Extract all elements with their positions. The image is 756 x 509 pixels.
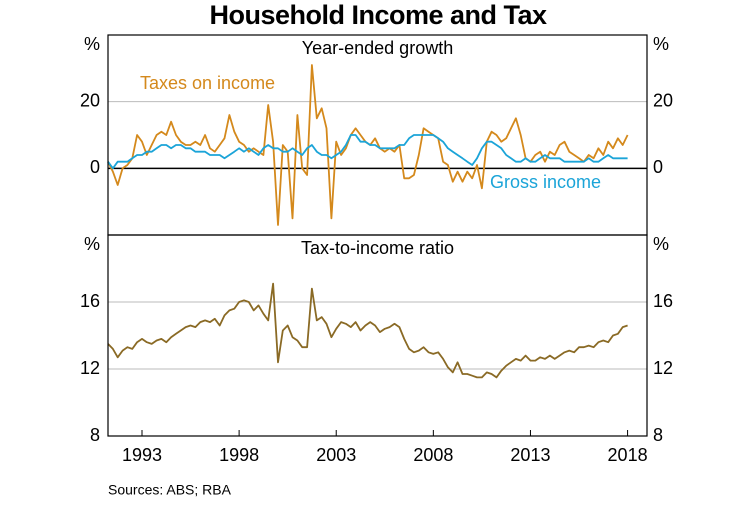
data-line xyxy=(107,282,628,379)
y-tick-label-right: 0 xyxy=(653,157,663,177)
y-tick-label-right: 16 xyxy=(653,291,673,311)
series-label: Taxes on income xyxy=(140,73,275,93)
series-label: Gross income xyxy=(490,172,601,192)
y-unit: % xyxy=(84,34,100,54)
y-unit-right: % xyxy=(653,234,669,254)
panel-title: Year-ended growth xyxy=(302,38,453,58)
y-tick-label: 8 xyxy=(90,425,100,445)
chart-title: Household Income and Tax xyxy=(209,0,547,30)
source-note: Sources: ABS; RBA xyxy=(108,482,232,498)
y-unit: % xyxy=(84,234,100,254)
plot-frame xyxy=(107,34,648,236)
plot-frame xyxy=(107,234,648,437)
y-tick-label: 12 xyxy=(80,358,100,378)
y-tick-label: 20 xyxy=(80,90,100,110)
x-tick-label: 2013 xyxy=(510,445,550,465)
y-tick-label-right: 12 xyxy=(653,358,673,378)
panel-title: Tax-to-income ratio xyxy=(301,238,454,258)
x-tick-label: 2008 xyxy=(413,445,453,465)
x-tick-label: 2003 xyxy=(316,445,356,465)
x-tick-label: 1998 xyxy=(219,445,259,465)
y-tick-label: 16 xyxy=(80,291,100,311)
x-tick-label: 2018 xyxy=(608,445,648,465)
y-tick-label-right: 20 xyxy=(653,90,673,110)
data-line xyxy=(107,134,628,170)
x-tick-label: 1993 xyxy=(122,445,162,465)
y-tick-label-right: 8 xyxy=(653,425,663,445)
y-tick-label: 0 xyxy=(90,157,100,177)
y-unit-right: % xyxy=(653,34,669,54)
